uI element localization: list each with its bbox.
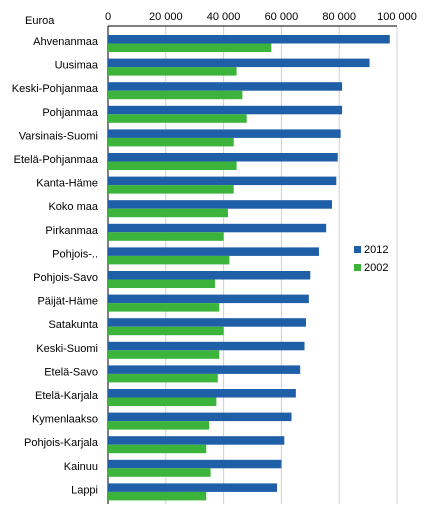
category-label: Keski-Pohjanmaa xyxy=(12,83,99,95)
legend: 2012 2002 xyxy=(354,244,388,274)
legend-swatch xyxy=(354,264,361,271)
axis-unit-label: Euroa xyxy=(25,15,55,27)
category-label: Kanta-Häme xyxy=(36,178,98,190)
category-label: Satakunta xyxy=(48,319,98,331)
bar-2012 xyxy=(108,247,319,256)
category-label: Keski-Suomi xyxy=(36,343,98,355)
bar-2002 xyxy=(108,350,220,359)
bar-2012 xyxy=(108,294,309,304)
bar-2002 xyxy=(108,421,210,430)
bar-2012 xyxy=(108,483,278,492)
bar-2012 xyxy=(108,105,343,115)
bar-2012 xyxy=(108,176,337,186)
legend-label: 2012 xyxy=(364,244,388,256)
bar-2012 xyxy=(108,389,296,398)
legend-label: 2002 xyxy=(364,262,388,274)
bar-2012 xyxy=(108,341,305,351)
bar-2002 xyxy=(108,208,228,218)
bar-2002 xyxy=(108,491,207,501)
bar-2002 xyxy=(108,279,215,288)
bars xyxy=(108,35,390,501)
bar-2002 xyxy=(108,397,217,406)
bar-2002 xyxy=(108,444,207,454)
bar-2002 xyxy=(108,255,230,265)
category-label: Päijät-Häme xyxy=(37,296,98,308)
category-label: Kainuu xyxy=(64,461,98,473)
category-label: Kymenlaakso xyxy=(32,414,98,426)
bar-2012 xyxy=(108,129,341,138)
bar-2002 xyxy=(108,114,247,123)
bar-2002 xyxy=(108,185,234,194)
category-label: Pirkanmaa xyxy=(45,225,98,237)
bar-2002 xyxy=(108,67,237,76)
bar-2012 xyxy=(108,271,311,280)
bar-2012 xyxy=(108,58,370,68)
bar-2012 xyxy=(108,35,390,44)
x-tick-labels: 0 20 000 40 000 60 000 80 000 100 000 xyxy=(105,11,417,23)
bar-2012 xyxy=(108,365,301,374)
bar-2012 xyxy=(108,412,292,422)
bar-2002 xyxy=(108,468,211,477)
bar-2012 xyxy=(108,436,285,445)
category-labels: Ahvenanmaa Uusimaa Keski-Pohjanmaa Pohjanma… xyxy=(12,36,99,496)
x-tick-label: 20 000 xyxy=(149,11,183,23)
bar-2012 xyxy=(108,318,306,327)
x-tick-label: 40 000 xyxy=(207,11,241,23)
category-label: Pohjois-Karjala xyxy=(24,437,99,449)
category-label: Pohjanmaa xyxy=(42,107,99,119)
bar-2012 xyxy=(108,223,327,233)
category-label: Ahvenanmaa xyxy=(33,36,99,48)
bar-2002 xyxy=(108,232,224,241)
category-label: Lappi xyxy=(71,484,98,496)
x-tick-label: 100 000 xyxy=(377,11,417,23)
bar-2002 xyxy=(108,161,237,170)
grid xyxy=(107,25,398,504)
category-label: Etelä-Pohjanmaa xyxy=(14,154,99,166)
bar-2012 xyxy=(108,200,332,209)
category-label: Pohjois-Savo xyxy=(33,272,98,284)
category-label: Etelä-Karjala xyxy=(35,390,99,402)
category-label: Pohjois-.. xyxy=(52,248,98,260)
bar-2012 xyxy=(108,82,343,91)
x-tick-label: 80 000 xyxy=(322,11,356,23)
category-label: Varsinais-Suomi xyxy=(19,130,98,142)
x-tick-label: 0 xyxy=(105,11,111,23)
category-label: Etelä-Savo xyxy=(44,366,98,378)
bar-2002 xyxy=(108,303,220,312)
bar-2002 xyxy=(108,90,243,100)
bar-2012 xyxy=(108,153,338,162)
bar-2002 xyxy=(108,326,224,336)
bar-2012 xyxy=(108,459,282,469)
x-tick-label: 60 000 xyxy=(265,11,299,23)
bar-2002 xyxy=(108,373,218,383)
bar-2002 xyxy=(108,43,272,52)
bar-2002 xyxy=(108,137,234,147)
category-label: Uusimaa xyxy=(55,60,99,72)
legend-swatch xyxy=(354,246,361,253)
category-label: Koko maa xyxy=(48,201,98,213)
